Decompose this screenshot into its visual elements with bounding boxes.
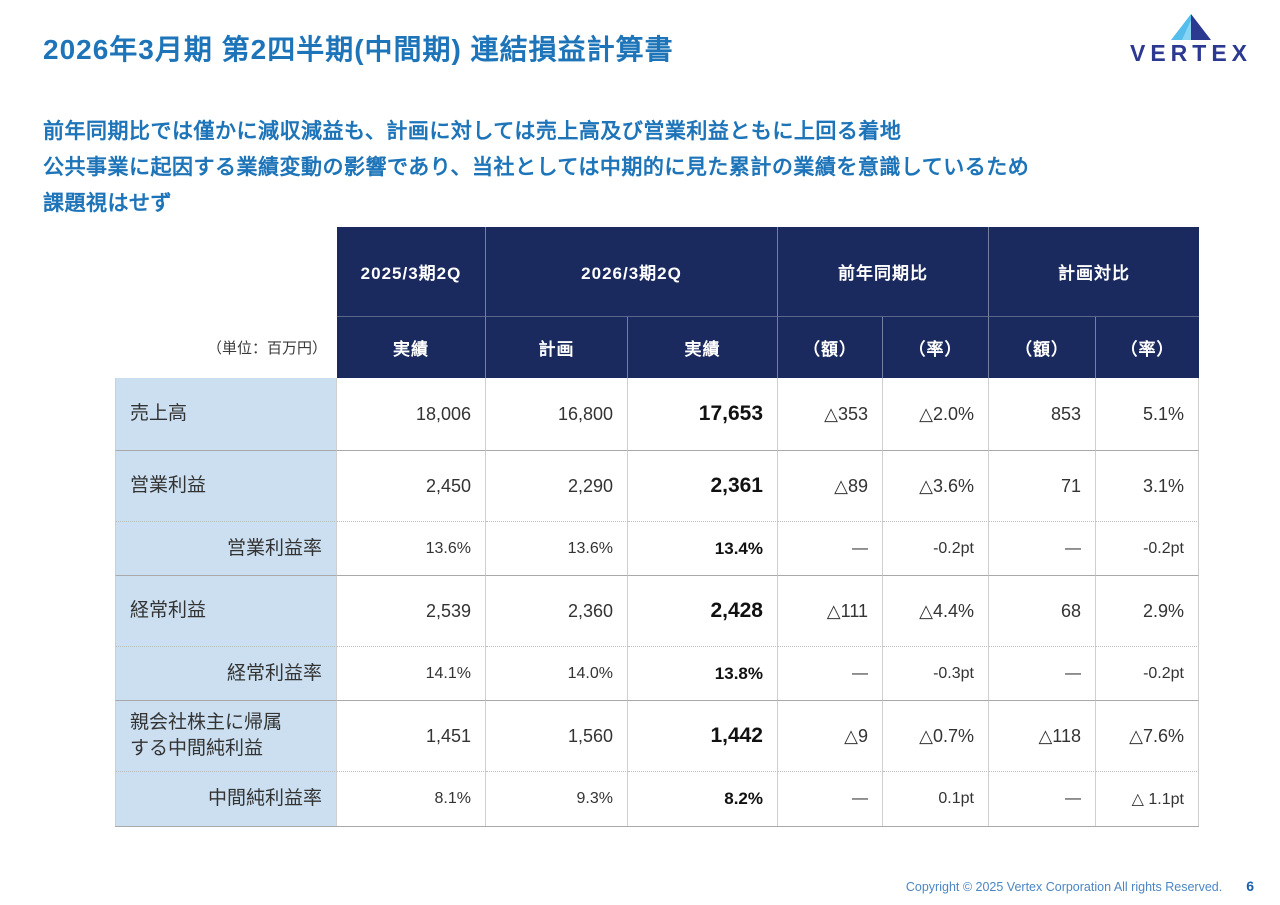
table-cell: -0.3pt xyxy=(883,646,989,700)
row-label: 売上高 xyxy=(115,378,337,450)
table-cell: — xyxy=(989,521,1096,575)
row-label: 営業利益 xyxy=(115,450,337,521)
unit-note: （単位：百万円） xyxy=(206,340,327,357)
table-header-subcolumns: 実績 計画 実績 （額） （率） （額） （率） xyxy=(337,317,1199,378)
table-cell: △7.6% xyxy=(1096,700,1199,771)
table-header-groups: 2025/3期2Q 2026/3期2Q 前年同期比 計画対比 xyxy=(337,227,1199,317)
table-cell: 2,361 xyxy=(628,450,778,521)
subcol-actual-2026: 実績 xyxy=(628,317,778,378)
table-cell: 68 xyxy=(989,575,1096,646)
table-cell: △2.0% xyxy=(883,378,989,450)
footer: Copyright © 2025 Vertex Corporation All … xyxy=(906,878,1254,894)
table-cell: 2,428 xyxy=(628,575,778,646)
row-label: 営業利益率 xyxy=(115,521,337,575)
colgroup-vs-plan: 計画対比 xyxy=(989,227,1199,317)
summary-line-1: 前年同期比では僅かに減収減益も、計画に対しては売上高及び営業利益ともに上回る着地 xyxy=(43,120,902,143)
table-cell: 3.1% xyxy=(1096,450,1199,521)
table-cell: 13.6% xyxy=(337,521,486,575)
table-cell: △4.4% xyxy=(883,575,989,646)
colgroup-2026-2q: 2026/3期2Q xyxy=(486,227,778,317)
subcol-plan-amount: （額） xyxy=(989,317,1096,378)
row-label: 経常利益率 xyxy=(115,646,337,700)
table-cell: 2,539 xyxy=(337,575,486,646)
table-header: 2025/3期2Q 2026/3期2Q 前年同期比 計画対比 実績 計画 実績 … xyxy=(337,227,1199,378)
subcol-plan: 計画 xyxy=(486,317,628,378)
table-cell: 2.9% xyxy=(1096,575,1199,646)
table-cell: 1,560 xyxy=(486,700,628,771)
table-cell: 13.6% xyxy=(486,521,628,575)
table-cell: 71 xyxy=(989,450,1096,521)
table-cell: 13.8% xyxy=(628,646,778,700)
table-cell: △ 1.1pt xyxy=(1096,771,1199,826)
table-cell: △9 xyxy=(778,700,883,771)
table-cell: 1,442 xyxy=(628,700,778,771)
table-cell: 18,006 xyxy=(337,378,486,450)
table-body: 売上高 18,006 16,800 17,653 △353 △2.0% 853 … xyxy=(115,378,1199,827)
table-cell: -0.2pt xyxy=(1096,521,1199,575)
table-cell: — xyxy=(778,521,883,575)
table-cell: — xyxy=(778,646,883,700)
vertex-logo-text: VERTEX xyxy=(1129,40,1253,66)
table-cell: 2,360 xyxy=(486,575,628,646)
pl-statement-table: （単位：百万円） 2025/3期2Q 2026/3期2Q 前年同期比 計画対比 … xyxy=(115,227,1199,827)
summary-text: 前年同期比では僅かに減収減益も、計画に対しては売上高及び営業利益ともに上回る着地… xyxy=(43,114,1203,222)
table-cell: 5.1% xyxy=(1096,378,1199,450)
table-cell: △89 xyxy=(778,450,883,521)
table-cell: △353 xyxy=(778,378,883,450)
subcol-yoy-rate: （率） xyxy=(883,317,989,378)
table-cell: 14.0% xyxy=(486,646,628,700)
table-cell: — xyxy=(989,646,1096,700)
colgroup-2025-2q: 2025/3期2Q xyxy=(337,227,486,317)
table-cell: 8.2% xyxy=(628,771,778,826)
table-cell: — xyxy=(778,771,883,826)
subcol-actual-2025: 実績 xyxy=(337,317,486,378)
table-cell: △111 xyxy=(778,575,883,646)
table-cell: △3.6% xyxy=(883,450,989,521)
table-cell: 2,450 xyxy=(337,450,486,521)
table-cell: -0.2pt xyxy=(1096,646,1199,700)
colgroup-yoy: 前年同期比 xyxy=(778,227,989,317)
table-cell: 17,653 xyxy=(628,378,778,450)
table-cell: — xyxy=(989,771,1096,826)
summary-line-3: 課題視はせず xyxy=(43,192,172,215)
row-label: 中間純利益率 xyxy=(115,771,337,826)
table-cell: 16,800 xyxy=(486,378,628,450)
subcol-plan-rate: （率） xyxy=(1120,340,1175,359)
table-cell: 8.1% xyxy=(337,771,486,826)
table-cell: -0.2pt xyxy=(883,521,989,575)
vertex-logo: VERTEX xyxy=(1130,14,1247,65)
copyright-text: Copyright © 2025 Vertex Corporation All … xyxy=(905,880,1223,894)
row-label: 親会社株主に帰属 する中間純利益 xyxy=(115,700,337,771)
page-title: 2026年3月期 第2四半期(中間期) 連結損益計算書 xyxy=(43,34,674,65)
table-cell: 0.1pt xyxy=(883,771,989,826)
table-cell: 13.4% xyxy=(628,521,778,575)
table-cell: △0.7% xyxy=(883,700,989,771)
vertex-pyramid-icon xyxy=(1171,14,1211,40)
row-label: 経常利益 xyxy=(115,575,337,646)
table-cell: 14.1% xyxy=(337,646,486,700)
table-cell: 853 xyxy=(989,378,1096,450)
table-cell: 2,290 xyxy=(486,450,628,521)
page-number: 6 xyxy=(1246,878,1254,894)
summary-line-2: 公共事業に起因する業績変動の影響であり、当社としては中期的に見た累計の業績を意識… xyxy=(43,156,1030,179)
table-cell: 1,451 xyxy=(337,700,486,771)
table-cell: 9.3% xyxy=(486,771,628,826)
subcol-yoy-amount: （額） xyxy=(778,317,883,378)
table-cell: △118 xyxy=(989,700,1096,771)
